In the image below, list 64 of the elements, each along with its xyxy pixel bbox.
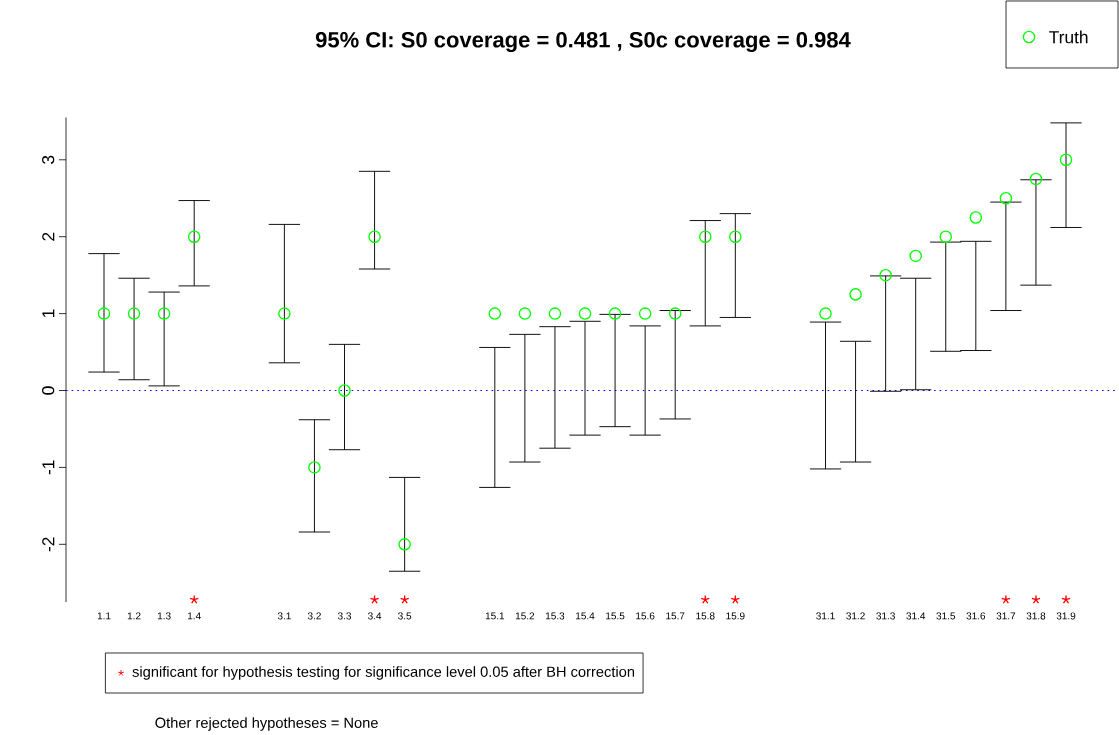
x-tick-label: 15.4 xyxy=(576,612,595,620)
x-tick-label: 3.4 xyxy=(367,612,382,620)
x-tick-label: 3.1 xyxy=(277,612,291,620)
x-tick-label: 1.3 xyxy=(157,612,171,620)
point xyxy=(608,307,622,320)
point xyxy=(157,307,171,320)
point xyxy=(698,230,712,243)
point xyxy=(278,307,291,320)
x-tick-label: 31.1 xyxy=(816,612,835,620)
legend-label: Truth xyxy=(1049,30,1088,44)
y-tick-label: 2 xyxy=(42,232,55,241)
point xyxy=(909,249,922,263)
point xyxy=(398,538,411,551)
y-tick-label: 0 xyxy=(42,386,55,395)
legend-label: significant for hypothesis testing for significance level 0.05 after BH correction xyxy=(132,666,635,680)
x-tick-label: 1.4 xyxy=(187,612,201,620)
point xyxy=(1059,153,1073,167)
point xyxy=(729,230,742,243)
y-tick-label: -1 xyxy=(42,460,55,475)
point xyxy=(97,307,111,320)
point xyxy=(879,268,892,282)
x-tick-label: 31.8 xyxy=(1026,612,1046,620)
x-tick-label: 15.3 xyxy=(545,612,565,620)
point xyxy=(308,461,321,474)
point xyxy=(849,288,862,301)
point xyxy=(127,307,141,320)
point xyxy=(187,230,201,243)
point xyxy=(939,230,953,243)
point xyxy=(668,307,682,320)
point xyxy=(999,191,1013,205)
point xyxy=(488,307,502,320)
x-tick-label: 1.2 xyxy=(127,612,141,620)
x-tick-label: 31.6 xyxy=(966,612,986,620)
x-tick-label: 15.2 xyxy=(515,612,535,620)
x-tick-label: 15.6 xyxy=(636,612,655,620)
point xyxy=(578,307,592,320)
x-tick-label: 31.5 xyxy=(936,612,956,620)
y-tick-label: -2 xyxy=(42,537,55,552)
x-tick-label: 15.9 xyxy=(726,612,745,620)
x-tick-label: 1.1 xyxy=(97,612,111,620)
x-tick-label: 15.8 xyxy=(696,612,715,620)
y-tick-label: 3 xyxy=(42,155,55,164)
x-tick-label: 15.7 xyxy=(666,612,685,620)
point xyxy=(1029,172,1043,186)
point xyxy=(969,211,983,224)
y-tick-label: 1 xyxy=(42,309,55,318)
x-tick-label: 31.4 xyxy=(906,612,926,620)
text: Other rejected hypotheses = None xyxy=(155,717,378,731)
x-tick-label: 31.9 xyxy=(1056,612,1076,620)
point xyxy=(518,307,532,320)
point xyxy=(819,307,832,320)
point xyxy=(638,307,652,320)
x-tick-label: 15.1 xyxy=(485,612,505,620)
point xyxy=(368,230,381,243)
point xyxy=(338,384,351,397)
x-tick-label: 3.5 xyxy=(398,612,412,620)
point xyxy=(548,307,562,320)
x-tick-label: 3.2 xyxy=(307,612,321,620)
x-tick-label: 31.3 xyxy=(876,612,895,620)
x-tick-label: 15.5 xyxy=(606,612,625,620)
x-tick-label: 31.2 xyxy=(846,612,865,620)
x-tick-label: 31.7 xyxy=(996,612,1016,620)
chart-title: 95% CI: S0 coverage = 0.481 , S0c coverage = 0.984 xyxy=(315,31,851,52)
x-tick-label: 3.3 xyxy=(337,612,352,620)
